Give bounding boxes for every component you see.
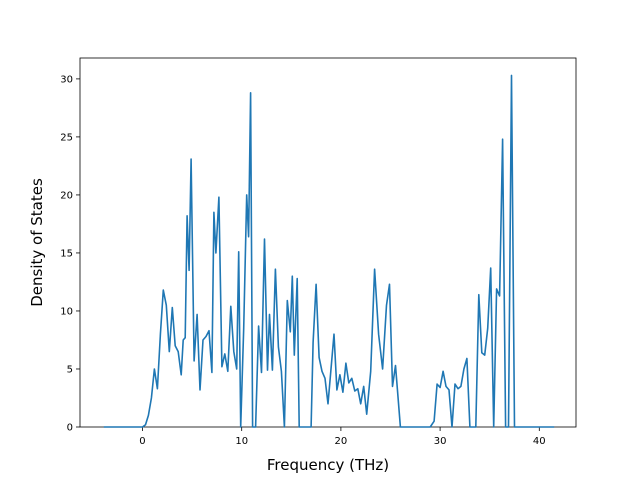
y-tick-label: 0 xyxy=(67,423,73,434)
x-axis: 0 10 20 30 40 xyxy=(139,427,546,447)
y-tick-label: 10 xyxy=(60,306,73,317)
dos-series-line xyxy=(103,74,555,428)
y-tick-label: 15 xyxy=(60,248,73,259)
y-tick-label: 25 xyxy=(60,132,73,143)
x-tick-label: 30 xyxy=(434,436,447,447)
x-tick-label: 20 xyxy=(335,436,348,447)
x-tick-label: 40 xyxy=(533,436,546,447)
y-axis-label: Density of States xyxy=(28,178,46,307)
y-tick-label: 5 xyxy=(67,364,73,375)
y-axis: 0 5 10 15 20 25 30 xyxy=(60,74,80,434)
x-axis-label: Frequency (THz) xyxy=(267,456,389,474)
y-tick-label: 30 xyxy=(60,74,73,85)
x-tick-label: 0 xyxy=(139,436,145,447)
y-tick-label: 20 xyxy=(60,190,73,201)
x-tick-label: 10 xyxy=(235,436,248,447)
axes-frame xyxy=(79,57,577,428)
plot-area: 0 10 20 30 40 0 5 10 15 20 25 30 xyxy=(60,57,577,447)
